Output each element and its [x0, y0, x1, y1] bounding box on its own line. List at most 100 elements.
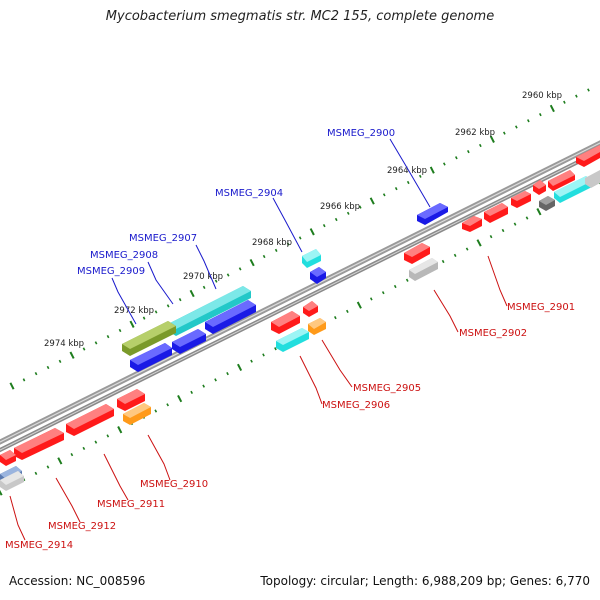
scale-minor-tick	[214, 279, 218, 283]
scale-label-2972: 2972 kbp	[114, 306, 154, 316]
scale-minor-tick	[382, 193, 386, 197]
scale-minor-tick	[202, 285, 206, 289]
scale-minor-tick	[358, 205, 362, 209]
gene-msmeg-2902[interactable]	[404, 243, 438, 281]
scale-minor-tick	[274, 347, 277, 351]
gene-msmeg-2900[interactable]	[417, 203, 448, 225]
gene-label-msmeg-2900[interactable]: MSMEG_2900	[327, 128, 395, 139]
scale-minor-tick	[489, 235, 493, 239]
scale-minor-tick	[442, 162, 446, 166]
scale-major-tick	[189, 289, 195, 298]
gene-msmeg-2912[interactable]	[14, 428, 64, 460]
gene-msmeg-2909[interactable]	[122, 321, 176, 372]
scale-minor-tick	[525, 216, 529, 220]
scale-major-tick	[309, 228, 315, 236]
scale-minor-tick	[345, 309, 349, 313]
gene-label-msmeg-2910[interactable]: MSMEG_2910	[140, 479, 208, 490]
gene-label-msmeg-2907[interactable]: MSMEG_2907	[129, 233, 197, 244]
scale-minor-tick	[166, 304, 170, 308]
gene-msmeg-2904[interactable]	[302, 249, 326, 284]
scale-minor-tick	[46, 465, 50, 469]
leader-lines	[9, 138, 508, 541]
gene-label-msmeg-2911[interactable]: MSMEG_2911	[97, 499, 165, 510]
scale-major-tick	[369, 197, 375, 205]
scale-minor-tick	[238, 267, 242, 271]
scale-minor-tick	[94, 341, 98, 345]
scale-minor-tick	[82, 446, 86, 450]
scale-major-tick	[129, 320, 135, 328]
gene-msmeg-2901[interactable]	[462, 145, 600, 232]
scale-minor-tick	[466, 150, 470, 154]
scale-minor-tick	[178, 298, 182, 302]
map-title: Mycobacterium smegmatis str. MC2 155, co…	[105, 9, 495, 24]
backbone	[0, 140, 600, 453]
outer-scale-ring	[9, 88, 590, 390]
scale-minor-tick	[501, 228, 505, 233]
scale-minor-tick	[334, 217, 338, 222]
scale-minor-tick	[82, 347, 86, 351]
scale-minor-tick	[106, 335, 110, 339]
gene-label-msmeg-2906[interactable]: MSMEG_2906	[322, 400, 390, 411]
scale-minor-tick	[322, 224, 326, 228]
scale-major-tick	[9, 382, 15, 390]
scale-minor-tick	[526, 119, 530, 123]
scale-minor-tick	[34, 372, 38, 376]
scale-minor-tick	[226, 372, 229, 376]
scale-minor-tick	[202, 384, 206, 388]
scale-minor-tick	[478, 143, 482, 148]
scale-label-2968: 2968 kbp	[252, 238, 292, 248]
scale-minor-tick	[346, 211, 350, 215]
forward-genes	[0, 203, 448, 486]
gene-msmeg-2911[interactable]	[66, 389, 145, 436]
scale-minor-tick	[94, 440, 98, 444]
genome-summary-text: Topology: circular; Length: 6,988,209 bp…	[260, 574, 590, 588]
scale-minor-tick	[454, 156, 458, 160]
scale-minor-tick	[406, 180, 410, 185]
scale-minor-tick	[118, 328, 122, 333]
scale-major-tick	[356, 301, 362, 309]
scale-minor-tick	[190, 390, 194, 394]
scale-minor-tick	[154, 310, 158, 314]
gene-label-msmeg-2908[interactable]: MSMEG_2908	[90, 250, 158, 261]
scale-major-tick	[117, 426, 123, 434]
gene-label-msmeg-2914[interactable]: MSMEG_2914	[5, 540, 73, 551]
scale-label-2970: 2970 kbp	[183, 272, 223, 282]
scale-minor-tick	[274, 248, 278, 252]
scale-minor-tick	[538, 113, 542, 117]
scale-minor-tick	[587, 88, 590, 92]
gene-label-msmeg-2912[interactable]: MSMEG_2912	[48, 521, 116, 532]
scale-minor-tick	[22, 378, 26, 382]
scale-minor-tick	[262, 254, 266, 259]
scale-label-2960: 2960 kbp	[522, 91, 562, 101]
gene-msmeg-2907[interactable]	[168, 286, 251, 336]
scale-minor-tick	[250, 359, 253, 363]
scale-minor-tick	[453, 253, 457, 257]
scale-minor-tick	[286, 242, 290, 246]
gene-label-msmeg-2902[interactable]: MSMEG_2902	[459, 328, 527, 339]
scale-minor-tick	[369, 297, 373, 301]
gene-label-msmeg-2905[interactable]: MSMEG_2905	[353, 383, 421, 394]
scale-major-tick	[549, 104, 555, 113]
gene-msmeg-2905[interactable]	[303, 301, 326, 335]
gene-label-msmeg-2904[interactable]: MSMEG_2904	[215, 188, 283, 199]
gene-labels: MSMEG_2900 MSMEG_2904 MSMEG_2907 MSMEG_2…	[5, 128, 575, 551]
scale-minor-tick	[502, 131, 506, 135]
gene-msmeg-2906[interactable]	[271, 311, 309, 352]
gene-msmeg-2910[interactable]	[123, 403, 151, 425]
scale-labels: 2960 kbp 2962 kbp 2964 kbp 2966 kbp 2968…	[44, 91, 562, 349]
scale-minor-tick	[70, 453, 74, 457]
gene-msmeg-2914[interactable]	[0, 450, 24, 491]
scale-major-tick	[489, 135, 495, 143]
scale-minor-tick	[575, 94, 578, 98]
scale-minor-tick	[405, 278, 409, 282]
scale-minor-tick	[394, 187, 398, 191]
gene-msmeg-2908[interactable]	[172, 300, 256, 354]
gene-label-msmeg-2909[interactable]: MSMEG_2909	[77, 266, 145, 277]
scale-minor-tick	[513, 222, 517, 226]
scale-label-2966: 2966 kbp	[320, 202, 360, 212]
gene-label-msmeg-2901[interactable]: MSMEG_2901	[507, 302, 575, 313]
scale-minor-tick	[465, 247, 469, 251]
scale-minor-tick	[563, 100, 566, 104]
scale-minor-tick	[106, 434, 110, 438]
